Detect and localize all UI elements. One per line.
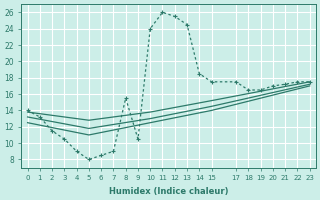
X-axis label: Humidex (Indice chaleur): Humidex (Indice chaleur) — [109, 187, 228, 196]
